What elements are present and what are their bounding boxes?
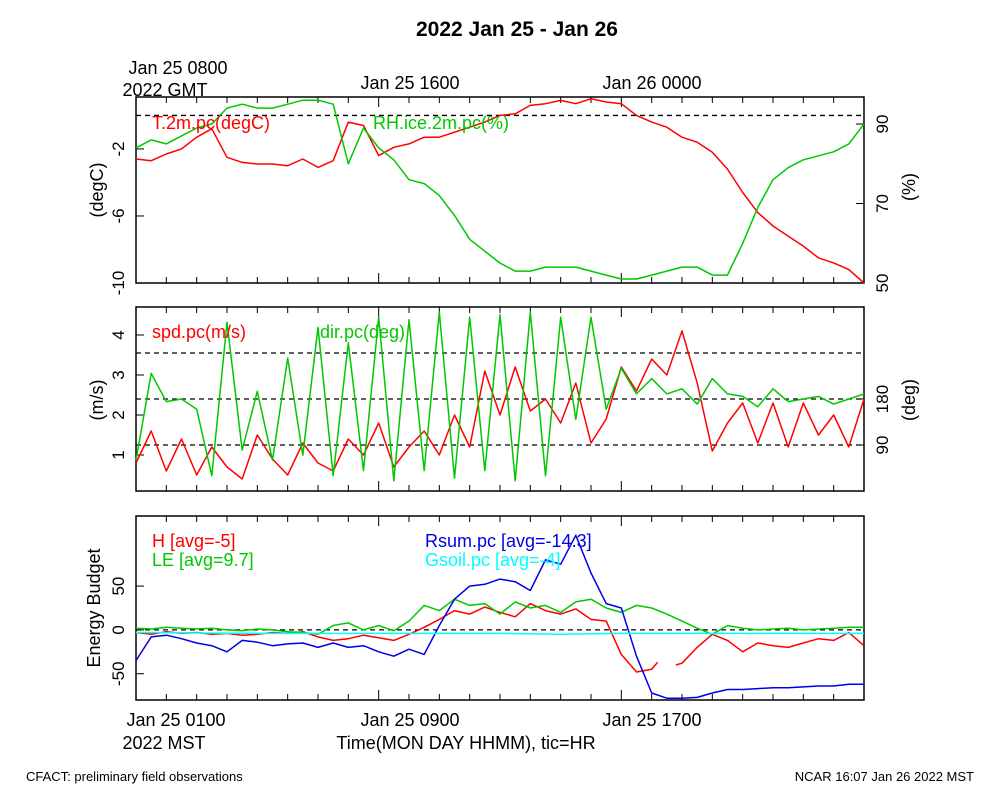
legend-wind-direction: dir.pc(deg) bbox=[320, 322, 405, 342]
mst-tick-label-1: Jan 25 0100 bbox=[126, 710, 225, 730]
gmt-year-label: 2022 GMT bbox=[122, 80, 207, 100]
series-line-h bbox=[675, 631, 865, 666]
series-line-rsum-pc bbox=[135, 534, 864, 699]
x-axis-label: Time(MON DAY HHMM), tic=HR bbox=[336, 733, 595, 753]
series-line-t-2m-pc bbox=[135, 97, 865, 284]
footer-left: CFACT: preliminary field observations bbox=[26, 769, 243, 784]
legend-latent-heat: LE [avg=9.7] bbox=[152, 550, 254, 570]
series-line-rh-ice-2m-pc bbox=[135, 99, 865, 280]
right-y-tick-label: 90 bbox=[873, 115, 892, 134]
left-axis-label-energy: Energy Budget bbox=[84, 548, 104, 667]
chart-title: 2022 Jan 25 - Jan 26 bbox=[416, 18, 618, 41]
right-y-tick-label: 70 bbox=[873, 194, 892, 213]
legend-temperature: T.2m.pc(degC) bbox=[152, 113, 270, 133]
left-y-tick-label: 3 bbox=[109, 370, 128, 379]
series-line-gsoil-pc bbox=[135, 631, 864, 636]
series-line-spd-pc bbox=[135, 330, 865, 480]
right-axis-label-deg: (deg) bbox=[899, 379, 919, 421]
series-line-dir-pc bbox=[135, 311, 865, 482]
right-y-tick-label: 180 bbox=[873, 385, 892, 413]
panel-temperature-humidity: -10 -6 -2 50 70 90 T.2m.pc(degC) RH.ice.2m.pc… bbox=[87, 96, 919, 296]
left-axis-label-ms: (m/s) bbox=[87, 380, 107, 421]
gmt-tick-label-2: Jan 26 0000 bbox=[602, 73, 701, 93]
left-y-tick-label: 4 bbox=[109, 330, 128, 339]
legend-soil-heat: Gsoil.pc [avg=-4] bbox=[425, 550, 561, 570]
right-y-tick-label: 50 bbox=[873, 274, 892, 293]
mst-tick-label-3: Jan 25 1700 bbox=[602, 710, 701, 730]
left-y-tick-label: 2 bbox=[109, 410, 128, 419]
legend-radiation-sum: Rsum.pc [avg=-14.3] bbox=[425, 531, 592, 551]
left-y-tick-label: -2 bbox=[109, 141, 128, 156]
left-y-tick-label: 1 bbox=[109, 450, 128, 459]
left-y-tick-label: 0 bbox=[109, 625, 128, 634]
left-y-tick-label: -10 bbox=[109, 271, 128, 296]
right-axis-label-percent: (%) bbox=[899, 173, 919, 201]
series-line-le bbox=[135, 598, 864, 636]
left-y-tick-label: 50 bbox=[109, 577, 128, 596]
right-y-tick-label: 90 bbox=[873, 436, 892, 455]
mst-tick-label-2: Jan 25 0900 bbox=[360, 710, 459, 730]
gmt-start-label: Jan 25 0800 bbox=[128, 58, 227, 78]
legend-wind-speed: spd.pc(m/s) bbox=[152, 322, 246, 342]
legend-humidity: RH.ice.2m.pc(%) bbox=[373, 113, 509, 133]
left-axis-label-degc: (degC) bbox=[87, 162, 107, 217]
panel-energy-budget: -50 0 50 H [avg=-5] LE [avg=9.7] Rsum.pc [… bbox=[84, 515, 865, 701]
legend-sensible-heat: H [avg=-5] bbox=[152, 531, 236, 551]
left-y-tick-label: -50 bbox=[109, 661, 128, 686]
mst-year-label: 2022 MST bbox=[122, 733, 205, 753]
left-y-tick-label: -6 bbox=[109, 208, 128, 223]
footer-right: NCAR 16:07 Jan 26 2022 MST bbox=[795, 769, 974, 784]
series-line-h bbox=[135, 602, 659, 673]
gmt-tick-label-1: Jan 25 1600 bbox=[360, 73, 459, 93]
